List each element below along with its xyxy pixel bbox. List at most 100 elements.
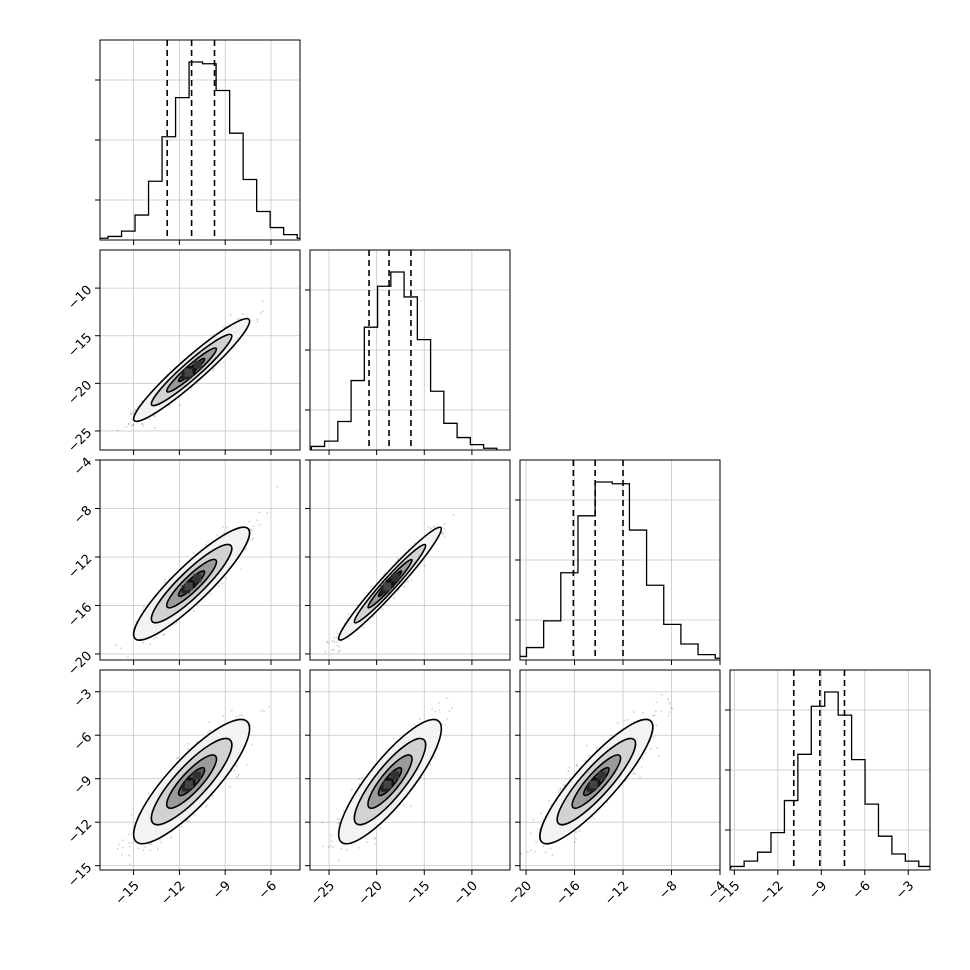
- panel-content: [114, 485, 279, 658]
- scatter-point: [142, 605, 145, 608]
- scatter-point: [256, 519, 259, 522]
- panel-frame: [99, 669, 301, 871]
- scatter-point: [155, 636, 158, 639]
- scatter-point: [266, 511, 269, 514]
- scatter-point: [157, 848, 160, 850]
- scatter-point: [130, 413, 133, 416]
- scatter-point: [212, 369, 215, 372]
- density-block: [184, 368, 193, 377]
- scatter-point: [239, 714, 241, 717]
- histogram-step: [100, 61, 300, 239]
- scatter-panel-1-0: −25−20−15−10: [65, 249, 301, 456]
- scatter-point: [250, 538, 253, 541]
- scatter-point: [337, 650, 340, 653]
- scatter-point: [163, 581, 166, 584]
- scatter-point: [370, 585, 373, 588]
- scatter-point: [207, 720, 210, 723]
- scatter-point: [180, 825, 183, 828]
- scatter-point: [114, 644, 117, 647]
- scatter-point: [442, 533, 445, 536]
- panel-frame: [99, 249, 301, 451]
- scatter-point: [212, 367, 215, 370]
- scatter-point: [261, 310, 264, 313]
- scatter-point: [251, 743, 254, 746]
- scatter-point: [262, 710, 265, 713]
- scatter-point: [149, 849, 152, 852]
- scatter-point: [233, 769, 236, 772]
- scatter-point: [405, 580, 408, 583]
- scatter-point: [249, 528, 252, 531]
- scatter-point: [117, 843, 120, 846]
- scatter-point: [175, 757, 178, 760]
- scatter-point: [336, 636, 339, 639]
- scatter-point: [241, 313, 244, 316]
- scatter-point: [148, 418, 151, 420]
- scatter-point: [347, 637, 350, 640]
- scatter-point: [136, 405, 139, 408]
- density-core: [380, 573, 400, 594]
- scatter-point: [129, 845, 132, 848]
- density-block: [391, 573, 400, 582]
- scatter-point: [248, 520, 251, 523]
- scatter-point: [452, 513, 455, 516]
- scatter-point: [223, 326, 225, 329]
- scatter-point: [128, 833, 131, 836]
- scatter-point: [154, 427, 156, 430]
- density-block: [383, 582, 392, 591]
- scatter-point: [127, 854, 130, 857]
- scatter-point: [160, 841, 163, 844]
- scatter-point: [403, 585, 406, 588]
- scatter-point: [267, 705, 270, 708]
- scatter-point: [331, 639, 334, 642]
- scatter-point: [258, 523, 261, 526]
- scatter-point: [128, 863, 131, 866]
- scatter-point: [119, 647, 122, 650]
- panel-content: [520, 460, 720, 660]
- scatter-point: [423, 564, 426, 567]
- scatter-point: [192, 551, 195, 554]
- scatter-point: [130, 813, 133, 816]
- scatter-point: [259, 312, 262, 315]
- scatter-point: [121, 839, 124, 842]
- y-tick-label: −10: [65, 283, 95, 313]
- scatter-point: [153, 415, 156, 418]
- scatter-point: [336, 632, 339, 635]
- density-core: [181, 360, 202, 380]
- scatter-point: [149, 643, 152, 646]
- scatter-point: [132, 411, 135, 414]
- scatter-point: [127, 841, 130, 844]
- scatter-point: [336, 644, 339, 647]
- scatter-point: [140, 400, 143, 402]
- density-core: [182, 771, 201, 792]
- scatter-point: [252, 537, 255, 540]
- scatter-point: [326, 641, 329, 644]
- scatter-panel-2-1: [305, 459, 511, 665]
- scatter-point: [163, 633, 165, 636]
- scatter-point: [141, 423, 144, 426]
- y-tick-label: −16: [65, 600, 95, 630]
- scatter-point: [235, 715, 238, 718]
- scatter-point: [233, 346, 236, 349]
- scatter-point: [217, 585, 220, 587]
- scatter-point: [333, 636, 336, 639]
- scatter-point: [207, 732, 210, 735]
- scatter-point: [443, 527, 446, 530]
- scatter-point: [163, 578, 166, 581]
- scatter-point: [236, 317, 239, 320]
- scatter-point: [239, 568, 242, 571]
- scatter-point: [362, 626, 365, 629]
- scatter-point: [131, 418, 133, 421]
- y-tick-label: −20: [65, 649, 95, 679]
- scatter-point: [144, 845, 147, 848]
- scatter-point: [393, 597, 396, 600]
- scatter-point: [241, 714, 244, 717]
- scatter-point: [251, 529, 254, 532]
- scatter-point: [407, 580, 410, 583]
- density-core: [181, 574, 202, 594]
- scatter-point: [205, 804, 208, 807]
- scatter-point: [134, 408, 137, 411]
- scatter-point: [429, 527, 432, 530]
- scatter-point: [131, 841, 133, 844]
- scatter-point: [276, 485, 279, 488]
- scatter-point: [245, 763, 248, 766]
